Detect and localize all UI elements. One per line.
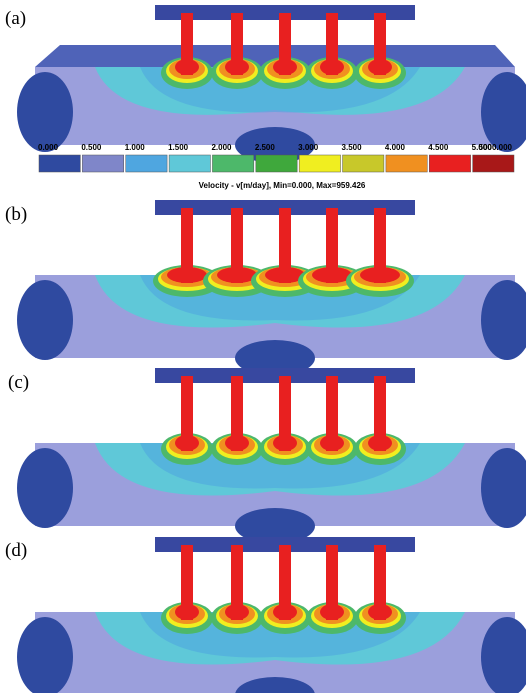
legend-swatch: [212, 154, 255, 173]
panel-label: (b): [5, 204, 27, 225]
column-base: [225, 59, 249, 75]
legend-label: 3.000: [298, 143, 319, 152]
low-zone: [481, 72, 526, 152]
column-base: [273, 435, 297, 451]
legend-label: 4.500: [428, 143, 449, 152]
column-base: [312, 267, 352, 283]
platform: [155, 368, 415, 383]
platform: [155, 537, 415, 552]
low-zone: [235, 127, 315, 163]
column-base: [320, 59, 344, 75]
column: [181, 545, 193, 620]
column: [326, 208, 338, 283]
column: [374, 545, 386, 620]
panel-label: (d): [5, 540, 27, 561]
column-base: [360, 267, 400, 283]
low-zone: [17, 280, 73, 360]
low-zone: [481, 280, 526, 360]
low-zone: [235, 508, 315, 544]
legend-label: 3.500: [342, 143, 363, 152]
column: [374, 376, 386, 451]
legend-label: 2.000: [211, 143, 232, 152]
low-zone: [17, 448, 73, 528]
legend-label: 4.000: [385, 143, 406, 152]
column-base: [175, 59, 199, 75]
legend-label: 2.500: [255, 143, 276, 152]
legend-swatch: [168, 154, 211, 173]
column-base: [175, 604, 199, 620]
low-zone: [235, 677, 315, 693]
platform: [155, 5, 415, 20]
legend-label: 0.000: [38, 143, 59, 152]
model-view: [17, 5, 526, 163]
panel-label: (c): [8, 372, 29, 393]
legend-swatch: [255, 154, 298, 173]
column: [231, 376, 243, 451]
column: [326, 376, 338, 451]
legend-swatch: [385, 154, 428, 173]
low-zone: [481, 448, 526, 528]
column-base: [217, 267, 257, 283]
column-base: [265, 267, 305, 283]
column-base: [225, 435, 249, 451]
legend-swatch: [342, 154, 385, 173]
column-base: [320, 435, 344, 451]
column-base: [167, 267, 207, 283]
column-base: [368, 435, 392, 451]
low-zone: [235, 340, 315, 376]
legend-swatch: [429, 154, 471, 173]
platform: [155, 200, 415, 215]
column: [231, 545, 243, 620]
legend-swatch: [82, 154, 124, 173]
legend-swatch: [472, 154, 515, 173]
column-base: [320, 604, 344, 620]
column: [279, 376, 291, 451]
legend-label: 1.500: [168, 143, 189, 152]
panel-label: (a): [5, 8, 26, 29]
legend-label: 0.500: [81, 143, 102, 152]
legend-label: 5.000: [472, 143, 493, 152]
column: [326, 545, 338, 620]
low-zone: [17, 72, 73, 152]
column: [374, 208, 386, 283]
column-base: [368, 59, 392, 75]
model-view: [17, 537, 526, 693]
low-zone: [481, 617, 526, 693]
column: [181, 208, 193, 283]
column: [279, 208, 291, 283]
column-base: [175, 435, 199, 451]
legend-swatch: [298, 154, 341, 173]
column: [279, 545, 291, 620]
model-view: [17, 368, 526, 544]
legend-swatch: [38, 154, 81, 173]
legend-caption: Velocity - v[m/day], Min=0.000, Max=959.…: [199, 181, 366, 190]
legend-swatch: [125, 154, 168, 173]
column-base: [368, 604, 392, 620]
legend-label: 5000.000: [479, 143, 513, 152]
column-base: [273, 604, 297, 620]
legend-label: 1.000: [125, 143, 146, 152]
column-base: [273, 59, 297, 75]
model-view: [17, 200, 526, 376]
column: [181, 376, 193, 451]
low-zone: [17, 617, 73, 693]
column-base: [225, 604, 249, 620]
column: [231, 208, 243, 283]
